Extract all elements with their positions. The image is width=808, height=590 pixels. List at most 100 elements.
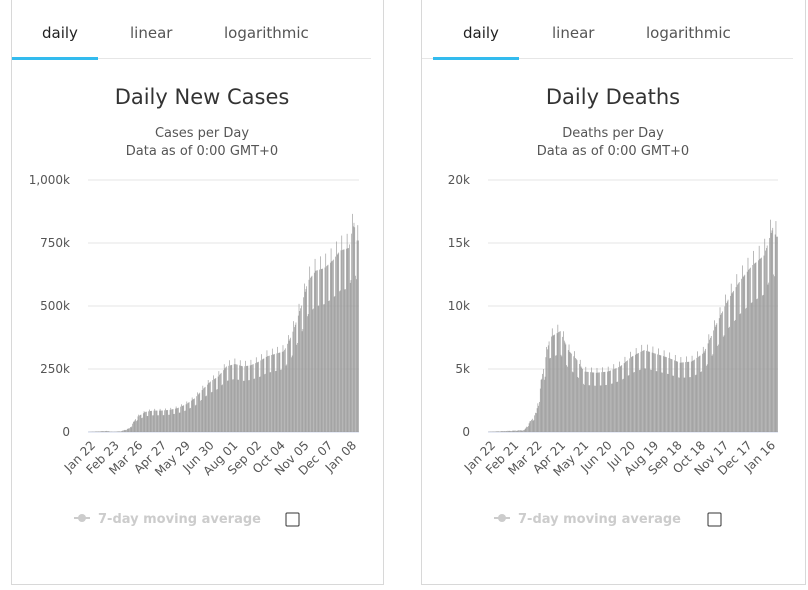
bar <box>129 427 131 432</box>
bar <box>645 368 647 432</box>
bar <box>540 379 542 432</box>
bar <box>165 410 167 432</box>
bar <box>100 431 102 432</box>
bar <box>651 352 653 432</box>
bar <box>229 360 230 432</box>
bar <box>301 331 303 432</box>
bar <box>184 410 185 432</box>
bar <box>213 375 214 432</box>
bar <box>594 385 595 432</box>
bar <box>239 365 240 432</box>
bar <box>281 351 283 432</box>
bar <box>621 365 623 432</box>
bar <box>270 372 272 432</box>
bar <box>663 350 665 432</box>
bar <box>692 360 694 432</box>
bar <box>747 257 749 432</box>
bar <box>211 391 213 432</box>
bar <box>351 233 353 432</box>
bar <box>738 282 740 432</box>
bar <box>299 311 301 432</box>
bar <box>595 385 596 432</box>
bar <box>579 363 580 432</box>
bar <box>244 366 246 432</box>
bar <box>532 420 534 432</box>
bar <box>630 351 631 432</box>
bar <box>495 431 497 432</box>
bar <box>305 289 307 432</box>
bar <box>141 418 143 432</box>
bar <box>754 263 755 432</box>
bar <box>731 293 733 432</box>
bar <box>548 341 550 432</box>
bar <box>238 379 240 432</box>
bar <box>204 386 206 432</box>
y-tick-label: 20k <box>448 173 470 187</box>
bar <box>252 364 254 432</box>
bar <box>558 332 559 432</box>
bar <box>497 431 499 432</box>
bar <box>507 430 508 432</box>
bar <box>197 394 199 432</box>
bar <box>333 296 335 432</box>
bar <box>328 301 330 432</box>
bar <box>269 372 271 432</box>
bar <box>600 385 602 432</box>
bar <box>226 366 227 432</box>
bar <box>751 302 753 432</box>
moving-average-checkbox[interactable] <box>707 512 722 527</box>
bar <box>196 396 198 432</box>
bar <box>181 404 182 432</box>
bar <box>146 411 147 432</box>
bar <box>249 365 251 432</box>
moving-average-checkbox[interactable] <box>285 512 300 527</box>
bar <box>720 314 722 432</box>
bar <box>515 430 517 432</box>
bar <box>530 421 532 432</box>
tab-linear[interactable]: linear <box>552 24 595 42</box>
bar <box>612 369 614 432</box>
bar <box>107 431 109 432</box>
bar <box>172 409 174 432</box>
bar <box>322 268 324 432</box>
bar <box>597 372 599 432</box>
bar <box>736 274 738 432</box>
tab-daily[interactable]: daily <box>463 24 499 42</box>
bar <box>501 431 503 432</box>
tab-daily[interactable]: daily <box>42 24 78 42</box>
bar <box>164 410 165 432</box>
bar <box>284 349 285 432</box>
bar <box>236 364 237 432</box>
bar <box>627 360 628 432</box>
bar <box>259 376 261 432</box>
bar <box>297 315 299 432</box>
tab-linear[interactable]: linear <box>130 24 173 42</box>
bar <box>694 359 695 432</box>
bar <box>171 409 173 432</box>
bar <box>291 357 292 432</box>
tab-logarithmic[interactable]: logarithmic <box>646 24 731 42</box>
bar <box>311 275 313 432</box>
bar <box>341 235 343 432</box>
bar <box>536 408 538 432</box>
bar <box>262 358 264 432</box>
bar <box>281 369 282 432</box>
bar <box>683 377 685 432</box>
bar <box>315 270 317 432</box>
bar <box>150 410 152 432</box>
bar <box>268 355 270 432</box>
bar <box>285 365 287 432</box>
bar <box>511 430 513 432</box>
bar <box>615 368 617 432</box>
bar <box>353 222 355 432</box>
bar <box>250 359 252 432</box>
bar <box>555 355 556 432</box>
bar <box>763 255 765 432</box>
bar <box>302 329 304 432</box>
tab-logarithmic[interactable]: logarithmic <box>224 24 309 42</box>
bar <box>547 345 549 432</box>
bar <box>771 230 773 432</box>
bar <box>551 328 553 432</box>
chart-subtitle: Data as of 0:00 GMT+0 <box>126 144 278 159</box>
bar <box>273 354 275 432</box>
